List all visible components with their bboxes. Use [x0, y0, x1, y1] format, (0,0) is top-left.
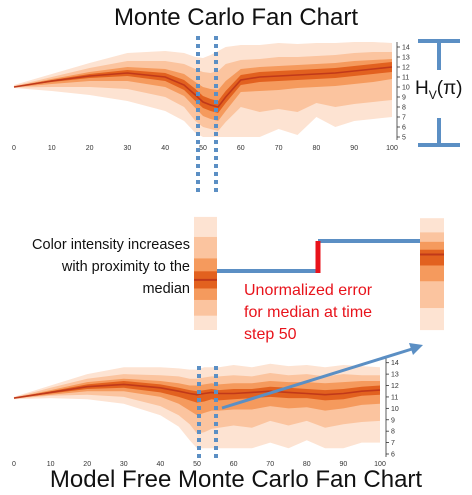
note-line: with proximity to the [61, 259, 190, 275]
x-tick-label: 70 [266, 461, 274, 468]
y-tick-label: 8 [391, 429, 395, 436]
x-tick-label: 80 [313, 145, 321, 152]
x-tick-label: 40 [157, 461, 165, 468]
hv-sub: V [428, 87, 437, 102]
time-slice-right [420, 218, 444, 331]
x-tick-label: 0 [12, 145, 16, 152]
y-tick-label: 11 [391, 394, 398, 401]
y-tick-label: 5 [402, 135, 406, 142]
x-tick-label: 20 [83, 461, 91, 468]
error-line: Unormalized error [244, 282, 373, 299]
bottom-chart-title: Model Free Monte Carlo Fan Chart [49, 466, 423, 493]
note-line: Color intensity increases [32, 237, 190, 253]
top-chart-title: Monte Carlo Fan Chart [113, 4, 359, 31]
top-fan-chart: 5 6 7 8 9 10 11 12 13 14 0 10 20 30 40 50 60 70 80 90 100 [12, 42, 410, 152]
y-tick-label: 7 [391, 440, 395, 447]
y-tick-label: 14 [391, 360, 399, 367]
hv-main: H [415, 78, 429, 99]
y-tick-label: 12 [391, 383, 399, 390]
x-tick-label: 10 [48, 145, 56, 152]
x-tick-label: 40 [161, 145, 169, 152]
y-tick-label: 8 [402, 105, 406, 112]
y-tick-label: 9 [391, 417, 395, 424]
time-slice-left [194, 216, 217, 330]
y-tick-label: 6 [402, 125, 406, 132]
hv-paren: (π) [436, 78, 463, 99]
y-tick-label: 13 [402, 55, 410, 62]
y-tick-label: 14 [402, 45, 410, 52]
x-tick-label: 20 [86, 145, 94, 152]
x-tick-label: 50 [193, 461, 201, 468]
y-tick-label: 10 [402, 85, 410, 92]
error-note: Unormalized error for median at time ste… [244, 280, 444, 346]
x-tick-label: 30 [124, 145, 132, 152]
median-line [13, 66, 393, 108]
note-line: median [142, 281, 190, 297]
error-line: for median at time [244, 304, 373, 321]
x-tick-label: 100 [386, 145, 398, 152]
x-tick-label: 50 [199, 145, 207, 152]
y-tick-label: 9 [402, 95, 406, 102]
hv-label: HV(π) [415, 78, 463, 102]
y-tick-label: 10 [391, 406, 399, 413]
error-line: step 50 [244, 326, 297, 343]
x-tick-label: 10 [47, 461, 55, 468]
x-tick-label: 70 [275, 145, 283, 152]
guide-lines [196, 36, 460, 462]
x-tick-label: 90 [340, 461, 348, 468]
x-tick-label: 90 [350, 145, 358, 152]
y-tick-label: 6 [391, 452, 395, 459]
y-tick-label: 11 [402, 75, 409, 82]
x-tick-label: 80 [303, 461, 311, 468]
arrow-line [221, 347, 413, 410]
x-tick-label: 30 [120, 461, 128, 468]
y-tick-label: 7 [402, 115, 406, 122]
color-intensity-note: Color intensity increases with proximity… [4, 234, 190, 300]
y-tick-label: 13 [391, 372, 399, 379]
y-tick-label: 12 [402, 65, 410, 72]
x-tick-label: 0 [12, 461, 16, 468]
bottom-fan-chart: 6 7 8 9 10 11 12 13 14 0 10 20 30 40 50 60 70 80 90 100 [12, 357, 399, 468]
slice-band-p40 [420, 249, 444, 266]
x-tick-label: 60 [230, 461, 238, 468]
arrow-head [409, 343, 423, 355]
x-tick-label: 100 [374, 461, 386, 468]
x-tick-label: 60 [237, 145, 245, 152]
